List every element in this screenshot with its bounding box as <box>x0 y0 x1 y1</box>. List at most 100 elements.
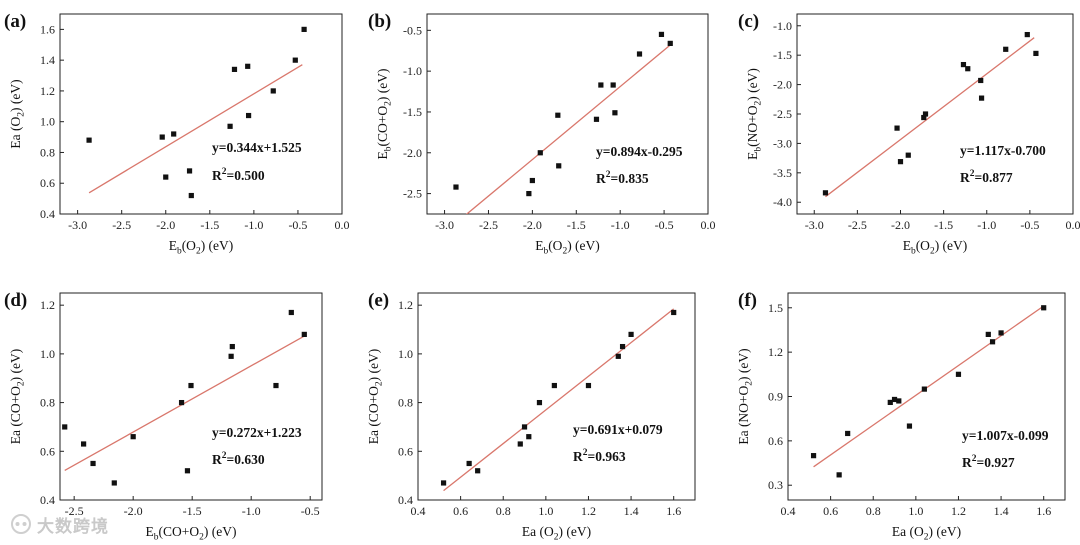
y-tick-label: -1.0 <box>403 64 422 78</box>
x-tick-label: 0.8 <box>866 504 881 518</box>
y-tick-label: 1.0 <box>40 115 55 129</box>
data-point <box>891 396 898 403</box>
x-tick-label: -1.5 <box>934 218 953 232</box>
y-tick-label: 1.5 <box>768 301 783 315</box>
plot-frame <box>417 292 696 501</box>
x-tick-label: -0.5 <box>655 218 674 232</box>
panel-label: (f) <box>738 290 757 311</box>
panel-label: (b) <box>368 11 391 32</box>
x-axis-label: Ea (O2) (eV) <box>892 524 961 543</box>
data-point <box>836 472 842 478</box>
data-point <box>301 26 307 32</box>
data-point <box>906 423 913 429</box>
watermark-logo-icon <box>11 514 31 534</box>
r-squared: R2=0.835 <box>596 170 649 186</box>
data-point <box>526 190 532 197</box>
data-point <box>521 424 528 430</box>
fit-equation: y=0.344x+1.525 <box>212 140 302 155</box>
y-tick-label: 0.4 <box>40 207 55 221</box>
panel-label: (a) <box>4 11 26 32</box>
data-point <box>229 343 235 350</box>
fit-line <box>64 335 305 472</box>
data-point <box>1003 46 1009 52</box>
data-point <box>887 399 893 406</box>
data-point <box>171 131 177 137</box>
fit-line <box>443 308 675 492</box>
data-point <box>619 343 626 350</box>
x-axis-label: Eb(O2) (eV) <box>535 238 600 257</box>
y-axis-label: Ea (NO+O2) (eV) <box>736 348 755 444</box>
x-tick-label: -0.5 <box>1020 218 1039 232</box>
data-point <box>921 114 927 121</box>
x-tick-label: 0.8 <box>496 504 511 518</box>
x-tick-label: 0.6 <box>823 504 838 518</box>
data-point <box>628 331 634 337</box>
y-tick-label: 0.6 <box>768 434 783 448</box>
data-point <box>612 110 618 116</box>
data-point <box>667 40 673 46</box>
data-point <box>62 424 68 430</box>
y-tick-label: -2.0 <box>773 78 792 92</box>
fit-equation: y=1.007x-0.099 <box>962 428 1049 443</box>
x-tick-label: 1.6 <box>1036 504 1051 518</box>
y-tick-label: 1.2 <box>398 298 413 312</box>
data-point <box>921 386 927 392</box>
data-point <box>270 88 276 94</box>
data-point <box>556 163 562 169</box>
data-point <box>978 95 985 101</box>
data-point <box>288 309 294 316</box>
data-point <box>671 309 677 316</box>
r-squared: R2=0.877 <box>960 169 1013 185</box>
y-tick-label: 1.0 <box>40 347 55 361</box>
y-tick-label: 1.6 <box>40 22 55 36</box>
x-tick-label: -2.5 <box>112 218 131 232</box>
data-point <box>897 159 904 165</box>
y-tick-label: 0.6 <box>40 444 55 458</box>
data-point <box>188 192 194 199</box>
y-tick-label: 0.6 <box>40 176 55 190</box>
panel-label: (e) <box>368 290 389 311</box>
y-tick-label: -2.0 <box>403 146 422 160</box>
x-tick-label: 1.0 <box>908 504 923 518</box>
r-squared: R2=0.500 <box>212 167 265 183</box>
y-axis-label: Ea (CO+O2) (eV) <box>366 349 385 445</box>
fit-line <box>813 305 1045 468</box>
y-tick-label: 0.9 <box>768 390 783 404</box>
fit-line <box>825 37 1035 198</box>
y-axis-label: Eb(NO+O2) (eV) <box>745 68 764 160</box>
data-point <box>845 430 851 437</box>
data-point <box>517 441 523 447</box>
data-point <box>163 174 169 180</box>
y-tick-label: -3.5 <box>773 166 792 180</box>
data-point <box>585 382 592 389</box>
x-tick-label: -1.0 <box>244 218 263 232</box>
y-axis-label: Ea (O2) (eV) <box>8 79 27 148</box>
x-tick-label: 1.4 <box>994 504 1009 518</box>
watermark-text: 大数跨境 <box>37 516 109 537</box>
x-tick-label: -1.5 <box>183 504 202 518</box>
data-point <box>894 125 900 131</box>
x-axis-label: Eb(CO+O2) (eV) <box>146 524 237 543</box>
data-point <box>159 134 165 140</box>
data-point <box>130 434 136 440</box>
data-point <box>178 399 185 406</box>
y-tick-label: 1.4 <box>40 53 55 67</box>
fit-line <box>88 64 303 194</box>
y-tick-label: -1.0 <box>773 19 792 33</box>
y-axis-label: Ea (CO+O2) (eV) <box>8 349 27 445</box>
plot-frame <box>426 13 709 215</box>
plot-frame <box>787 292 1066 501</box>
y-tick-label: -2.5 <box>403 187 422 201</box>
data-point <box>245 112 252 119</box>
data-point <box>955 371 962 377</box>
chart-panel-a: -3.0 -2.5 -2.0 -1.5 -1.0 -0.5 0.0 0.4 0.6 0.8 1.0 1… <box>4 11 350 257</box>
data-point <box>822 190 829 196</box>
data-point <box>228 353 234 359</box>
data-point <box>615 353 621 359</box>
y-tick-label: 1.2 <box>768 345 783 359</box>
fit-equation: y=1.117x-0.700 <box>960 143 1046 158</box>
panel-label: (d) <box>4 290 27 311</box>
data-point <box>658 31 665 38</box>
y-tick-label: 0.4 <box>40 493 55 507</box>
data-point <box>245 63 251 69</box>
